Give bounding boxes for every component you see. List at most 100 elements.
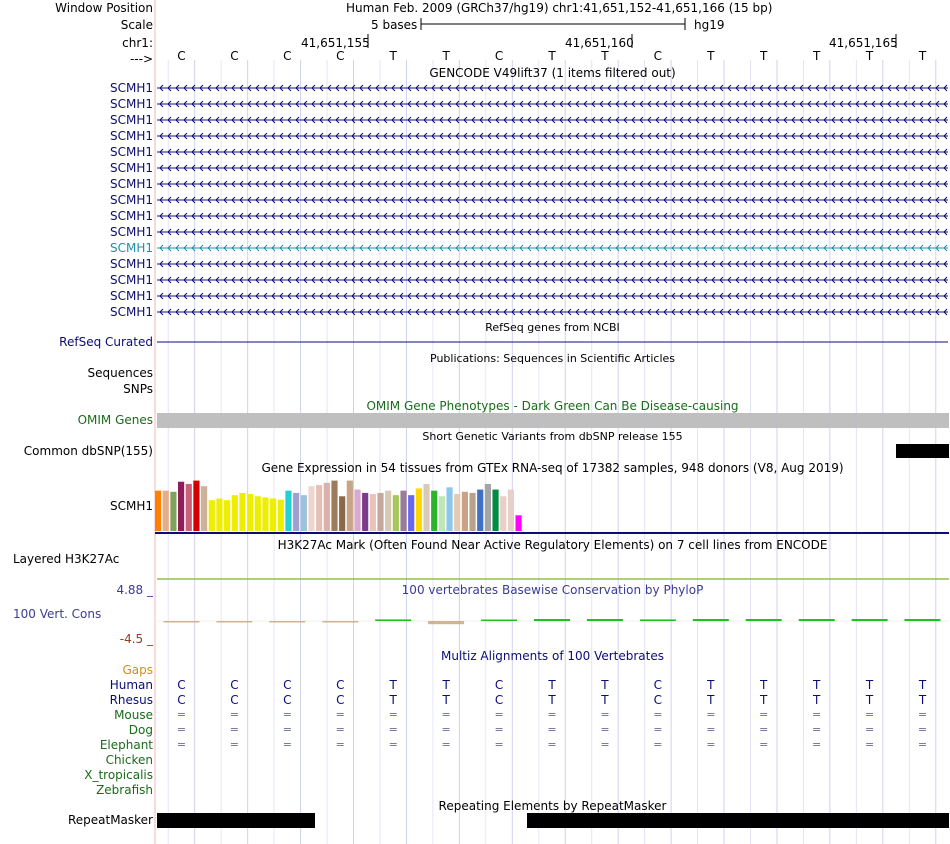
publications-snps-label[interactable]: SNPs: [123, 382, 153, 396]
gencode-strand-arrow: [903, 116, 908, 124]
gencode-strand-arrow: [303, 308, 308, 316]
gtex-gene-label[interactable]: SCMH1: [109, 499, 153, 513]
gencode-gene-label[interactable]: SCMH1: [109, 305, 153, 319]
multiz-species-label[interactable]: Chicken: [105, 753, 153, 767]
multiz-track-title[interactable]: Multiz Alignments of 100 Vertebrates: [440, 649, 665, 663]
gencode-strand-arrow: [695, 100, 700, 108]
refseq-track-title[interactable]: RefSeq genes from NCBI: [485, 321, 620, 334]
gencode-gene-label[interactable]: SCMH1: [109, 81, 153, 95]
gencode-strand-arrow: [199, 100, 204, 108]
gencode-strand-arrow: [551, 212, 556, 220]
gencode-gene-label[interactable]: SCMH1: [109, 289, 153, 303]
gencode-strand-arrow: [199, 180, 204, 188]
multiz-species-label[interactable]: Mouse: [114, 708, 153, 722]
gencode-strand-arrow: [335, 308, 340, 316]
gencode-strand-arrow: [943, 164, 948, 172]
repeatmasker-track-title[interactable]: Repeating Elements by RepeatMasker: [438, 799, 667, 813]
gencode-gene-label[interactable]: SCMH1: [109, 225, 153, 239]
multiz-species-label[interactable]: Zebrafish: [96, 783, 153, 797]
gencode-strand-arrow: [879, 228, 884, 236]
gencode-strand-arrow: [783, 228, 788, 236]
multiz-species-label[interactable]: Dog: [128, 723, 153, 737]
gencode-strand-arrow: [839, 292, 844, 300]
gencode-strand-arrow: [231, 100, 236, 108]
gencode-strand-arrow: [359, 260, 364, 268]
multiz-aligned-base: =: [335, 708, 345, 721]
gencode-strand-arrow: [879, 132, 884, 140]
refseq-label[interactable]: RefSeq Curated: [59, 335, 153, 349]
repeatmasker-label[interactable]: RepeatMasker: [67, 813, 153, 827]
gencode-gene-label[interactable]: SCMH1: [109, 257, 153, 271]
dbsnp-label[interactable]: Common dbSNP(155): [23, 444, 153, 458]
gencode-strand-arrow: [175, 244, 180, 252]
gencode-strand-arrow: [407, 100, 412, 108]
gencode-strand-arrow: [607, 116, 612, 124]
gencode-strand-arrow: [343, 260, 348, 268]
gencode-gene-label[interactable]: SCMH1: [109, 145, 153, 159]
gencode-gene-label[interactable]: SCMH1: [109, 129, 153, 143]
gencode-gene-label[interactable]: SCMH1: [109, 241, 153, 255]
omim-label[interactable]: OMIM Genes: [77, 413, 153, 427]
gencode-gene-label[interactable]: SCMH1: [109, 161, 153, 175]
gencode-strand-arrow: [215, 84, 220, 92]
gencode-strand-arrow: [863, 212, 868, 220]
omim-track-title[interactable]: OMIM Gene Phenotypes - Dark Green Can Be…: [366, 399, 739, 413]
reference-base: T: [548, 49, 556, 63]
gencode-strand-arrow: [279, 148, 284, 156]
publications-track-title[interactable]: Publications: Sequences in Scientific Ar…: [430, 352, 675, 365]
gencode-strand-arrow: [383, 148, 388, 156]
multiz-gaps-label[interactable]: Gaps: [122, 663, 153, 677]
gencode-gene-label[interactable]: SCMH1: [109, 273, 153, 287]
gencode-strand-arrow: [511, 148, 516, 156]
multiz-species-label[interactable]: Rhesus: [109, 693, 153, 707]
dbsnp-track-title[interactable]: Short Genetic Variants from dbSNP releas…: [422, 430, 683, 443]
gencode-strand-arrow: [271, 292, 276, 300]
gencode-strand-arrow: [391, 228, 396, 236]
gencode-track-title[interactable]: GENCODE V49lift37 (1 items filtered out): [429, 66, 676, 80]
assembly-position-text[interactable]: Human Feb. 2009 (GRCh37/hg19) chr1:41,65…: [346, 1, 773, 15]
gencode-strand-arrow: [679, 148, 684, 156]
multiz-species-label[interactable]: Elephant: [99, 738, 153, 752]
reference-base: T: [760, 49, 768, 63]
cons-label[interactable]: 100 Vert. Cons: [13, 607, 102, 621]
gencode-strand-arrow: [775, 180, 780, 188]
gencode-strand-arrow: [487, 180, 492, 188]
gencode-strand-arrow: [895, 196, 900, 204]
gencode-strand-arrow: [223, 228, 228, 236]
gencode-strand-arrow: [263, 244, 268, 252]
gencode-strand-arrow: [175, 276, 180, 284]
gencode-strand-arrow: [263, 212, 268, 220]
gencode-strand-arrow: [391, 164, 396, 172]
gencode-gene-label[interactable]: SCMH1: [109, 209, 153, 223]
multiz-species-label[interactable]: Human: [109, 678, 153, 692]
h3k27ac-track-title[interactable]: H3K27Ac Mark (Often Found Near Active Re…: [277, 538, 828, 552]
gencode-strand-arrow: [343, 148, 348, 156]
ruler-tick-label: 41,651,160: [565, 36, 634, 50]
gencode-strand-arrow: [271, 244, 276, 252]
gencode-strand-arrow: [455, 260, 460, 268]
gencode-strand-arrow: [575, 196, 580, 204]
cons-track-title[interactable]: 100 vertebrates Basewise Conservation by…: [401, 583, 704, 597]
gencode-strand-arrow: [359, 180, 364, 188]
gencode-strand-arrow: [311, 84, 316, 92]
gencode-gene-label[interactable]: SCMH1: [109, 193, 153, 207]
gencode-strand-arrow: [375, 180, 380, 188]
gencode-strand-arrow: [743, 180, 748, 188]
h3k27ac-label[interactable]: Layered H3K27Ac: [13, 552, 120, 566]
gencode-strand-arrow: [551, 84, 556, 92]
gencode-strand-arrow: [919, 228, 924, 236]
gencode-strand-arrow: [863, 228, 868, 236]
gencode-gene-label[interactable]: SCMH1: [109, 97, 153, 111]
gencode-strand-arrow: [823, 100, 828, 108]
multiz-species-label[interactable]: X_tropicalis: [84, 768, 153, 782]
gencode-strand-arrow: [831, 308, 836, 316]
gencode-strand-arrow: [279, 260, 284, 268]
multiz-aligned-base: C: [494, 693, 504, 707]
gencode-strand-arrow: [527, 100, 532, 108]
gencode-strand-arrow: [287, 212, 292, 220]
gtex-track-title[interactable]: Gene Expression in 54 tissues from GTEx …: [261, 461, 844, 475]
publications-sequences-label[interactable]: Sequences: [87, 366, 153, 380]
gencode-gene-label[interactable]: SCMH1: [109, 177, 153, 191]
gencode-gene-label[interactable]: SCMH1: [109, 113, 153, 127]
